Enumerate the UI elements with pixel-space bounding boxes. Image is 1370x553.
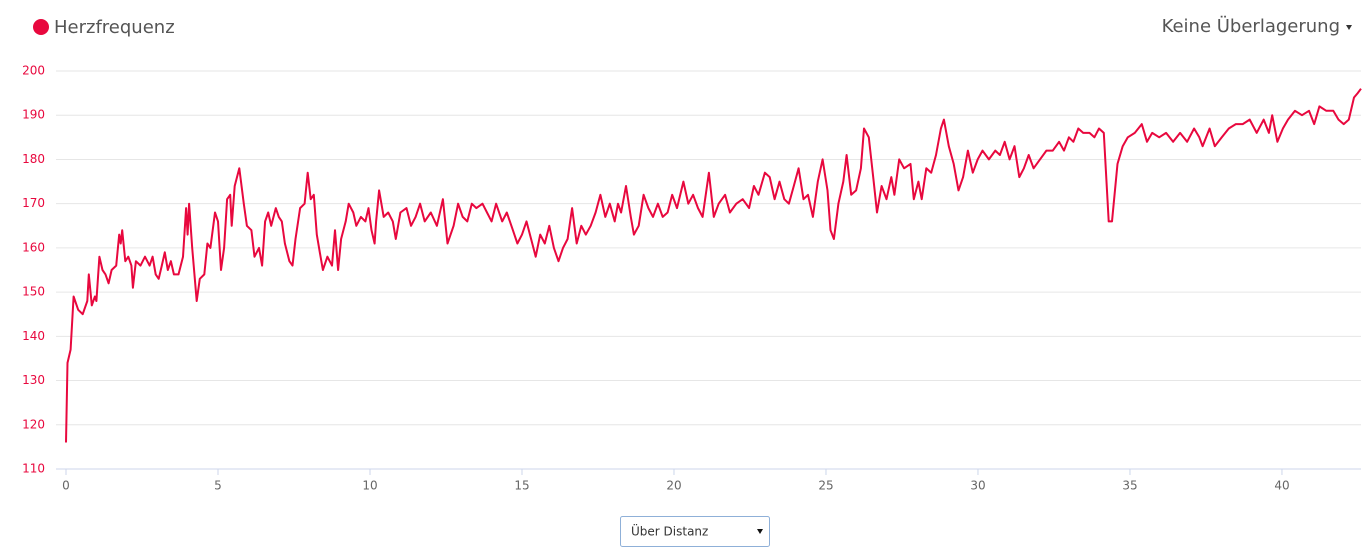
legend-swatch — [33, 19, 49, 35]
x-tick-label: 40 — [1274, 479, 1289, 493]
y-tick-label: 120 — [22, 417, 45, 431]
x-tick-label: 25 — [818, 479, 833, 493]
x-tick-label: 0 — [62, 479, 70, 493]
overlay-caret — [1346, 25, 1352, 30]
line-series — [65, 88, 1362, 443]
overlay-menu[interactable]: Keine Überlagerung — [1162, 15, 1340, 37]
x-tick-label: 30 — [970, 479, 985, 493]
y-tick-label: 200 — [22, 64, 45, 78]
x-mode-select[interactable] — [620, 516, 770, 547]
x-tick-label: 15 — [514, 479, 529, 493]
x-mode-label: Über Distanz — [631, 523, 708, 539]
y-tick-label: 130 — [22, 373, 45, 387]
select-caret — [757, 529, 763, 534]
x-tick-label: 20 — [666, 479, 681, 493]
x-tick-label: 35 — [1122, 479, 1137, 493]
x-tick-label: 10 — [362, 479, 377, 493]
x-tick-label: 5 — [214, 479, 222, 493]
y-tick-label: 190 — [22, 108, 45, 122]
y-tick-label: 140 — [22, 329, 45, 343]
y-tick-label: 110 — [22, 462, 45, 476]
y-tick-label: 160 — [22, 240, 45, 254]
y-tick-label: 180 — [22, 152, 45, 166]
legend-label: Herzfrequenz — [54, 17, 175, 38]
y-tick-label: 170 — [22, 196, 45, 210]
y-tick-label: 150 — [22, 285, 45, 299]
